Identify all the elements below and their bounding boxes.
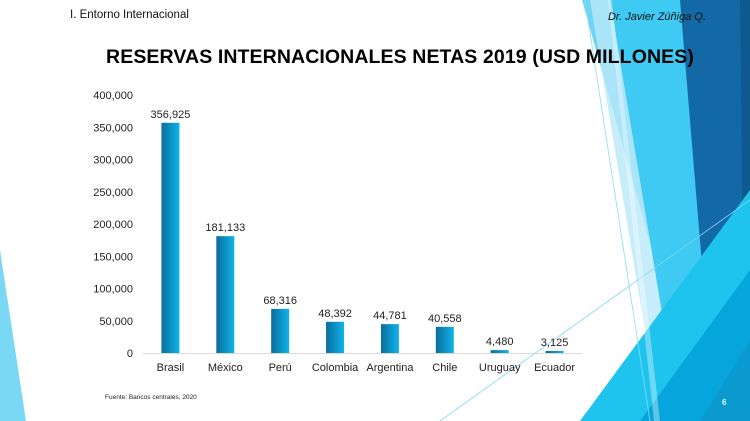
x-tick-label: Colombia: [312, 362, 359, 374]
bar-colombia: [326, 321, 345, 353]
x-tick-label: México: [208, 362, 243, 374]
x-tick-label: Chile: [432, 362, 457, 374]
y-tick-label: 300,000: [93, 155, 133, 167]
bar-ecuador: [545, 350, 564, 353]
bar-argentina: [380, 324, 399, 353]
accent-line-diagonal: [439, 199, 750, 421]
bar-peru: [271, 308, 290, 353]
y-tick-label: 100,000: [93, 284, 133, 296]
x-tick-label: Uruguay: [479, 362, 521, 374]
y-axis: 0 50,000 100,000 150,000 200,000 250,000 300,0…: [93, 90, 133, 360]
x-tick-label: Brasil: [157, 362, 185, 374]
y-tick-label: 250,000: [93, 187, 133, 199]
bars: 356,925 Brasil 181,133 México 68,316 Perú 48,3…: [151, 109, 576, 374]
y-tick-label: 200,000: [93, 219, 133, 231]
chart-title: RESERVAS INTERNACIONALES NETAS 2019 (USD…: [106, 46, 694, 68]
data-label: 44,781: [373, 310, 407, 322]
x-tick-label: Ecuador: [534, 362, 575, 374]
data-label: 48,392: [318, 308, 352, 320]
author-label: Dr. Javier Zúñiga Q.: [607, 11, 706, 23]
x-tick-label: Argentina: [366, 362, 414, 374]
data-label: 356,925: [151, 109, 191, 121]
section-label: I. Entorno Internacional: [70, 9, 189, 21]
bottom-blue-shape: [640, 270, 750, 421]
data-label: 68,316: [263, 295, 297, 307]
data-label: 3,125: [541, 337, 569, 349]
x-tick-label: Perú: [269, 362, 292, 374]
data-label: 40,558: [428, 313, 462, 325]
y-tick-label: 0: [127, 348, 133, 360]
bar-chile: [435, 326, 454, 353]
y-tick-label: 150,000: [93, 251, 133, 263]
y-tick-label: 50,000: [99, 316, 133, 328]
y-tick-label: 400,000: [93, 90, 133, 102]
y-tick-label: 350,000: [93, 122, 133, 134]
bar-mexico: [216, 236, 235, 353]
page-number: 6: [722, 398, 727, 407]
accent-line-steep: [584, 0, 651, 421]
bar-brasil: [161, 122, 180, 353]
chevron-shape: [608, 0, 660, 421]
bar-uruguay: [490, 350, 509, 353]
data-label: 4,480: [486, 336, 514, 348]
source-note: Fuente: Bancos centrales, 2020: [105, 394, 197, 401]
data-label: 181,133: [205, 222, 245, 234]
bottom-deep-shape: [700, 340, 750, 421]
left-accent-shape: [0, 250, 26, 421]
